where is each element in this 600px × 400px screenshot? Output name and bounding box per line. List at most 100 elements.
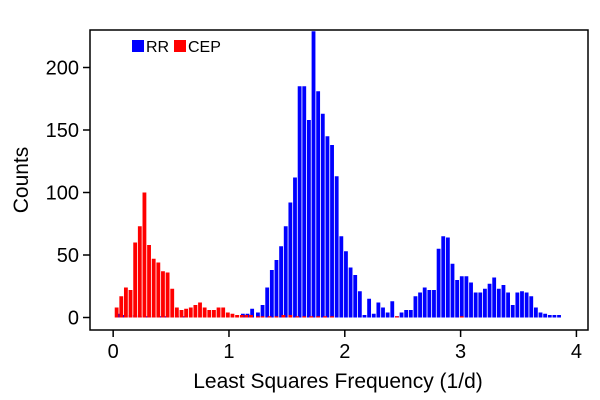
bar-cep-27	[239, 315, 244, 318]
bar-rr-69	[510, 305, 515, 318]
x-tick-label: 3	[455, 341, 466, 363]
bar-cep-43	[459, 316, 464, 318]
bar-rr-24	[302, 86, 307, 318]
bar-cep-39	[316, 316, 321, 318]
legend-label-cep: CEP	[188, 39, 221, 56]
bar-cep-33	[274, 316, 279, 318]
bar-rr-65	[492, 277, 497, 318]
bar-rr-47	[408, 310, 413, 318]
bar-cep-16	[188, 307, 193, 318]
bar-cep-41	[330, 316, 334, 318]
x-tick-label: 4	[571, 341, 582, 363]
bar-cep-17	[193, 305, 198, 318]
bar-cep-35	[288, 315, 293, 318]
bar-rr-34	[348, 267, 353, 318]
bar-cep-32	[267, 316, 272, 318]
bar-rr-58	[459, 276, 464, 318]
plot-frame	[89, 29, 589, 331]
x-axis-title: Least Squares Frequency (1/d)	[193, 370, 483, 393]
bar-rr-68	[506, 292, 510, 318]
bar-rr-78	[552, 315, 557, 318]
bar-rr-35	[353, 275, 358, 318]
bar-rr-16	[265, 287, 270, 318]
x-tick-label: 1	[223, 341, 234, 363]
bar-rr-70	[515, 292, 520, 318]
bar-cep-26	[235, 315, 239, 318]
bar-rr-76	[543, 313, 548, 318]
x-axis: 0 1 2 3 4	[108, 330, 582, 363]
bar-rr-20	[283, 226, 288, 318]
bar-rr-64	[487, 283, 492, 318]
bar-cep-24	[225, 312, 230, 318]
y-axis: 0 50 100 150 200	[46, 58, 90, 330]
bar-cep-36	[295, 316, 300, 318]
bar-rr-60	[469, 282, 473, 318]
y-tick-label: 50	[57, 245, 79, 267]
y-tick-label: 0	[68, 308, 79, 330]
bar-rr-36	[357, 291, 362, 318]
y-tick-label: 150	[46, 120, 79, 142]
bar-rr-62	[478, 292, 483, 318]
bar-cep-18	[198, 302, 202, 318]
bar-cep-40	[323, 316, 328, 318]
bar-rr-22	[293, 177, 297, 318]
bar-cep-30	[256, 316, 260, 318]
bar-cep-38	[309, 316, 314, 318]
bar-rr-13	[250, 308, 255, 318]
bar-rr-79	[557, 315, 561, 318]
bar-rr-71	[520, 291, 524, 318]
bar-cep-0	[114, 307, 119, 318]
bar-rr-73	[529, 296, 534, 318]
bar-rr-74	[533, 307, 538, 318]
legend-swatch-rr	[132, 40, 144, 52]
bar-rr-18	[274, 260, 279, 318]
bar-rr-52	[432, 290, 436, 318]
bar-rr-46	[404, 310, 409, 318]
bar-rr-56	[450, 263, 455, 318]
bar-rr-19	[279, 246, 283, 318]
bar-cep-12	[170, 288, 175, 318]
bar-cep-22	[216, 307, 221, 318]
bar-cep-21	[212, 310, 216, 318]
bar-cep-31	[260, 316, 265, 318]
bar-rr-15	[260, 305, 265, 318]
bars-layer	[114, 31, 561, 318]
bar-rr-21	[288, 202, 293, 318]
bar-rr-75	[538, 312, 543, 318]
bar-rr-28	[320, 113, 325, 318]
bar-cep-11	[165, 272, 170, 318]
bar-rr-37	[362, 315, 367, 318]
bar-rr-42	[385, 312, 390, 318]
bar-rr-14	[256, 312, 260, 318]
x-tick-label: 0	[108, 341, 119, 363]
x-tick-label: 2	[339, 341, 350, 363]
bar-rr-29	[325, 136, 330, 318]
legend-label-rr: RR	[146, 39, 169, 56]
y-tick-label: 100	[46, 183, 79, 205]
bar-cep-25	[230, 313, 235, 318]
bar-rr-59	[464, 276, 469, 318]
bar-cep-28	[244, 315, 249, 318]
bar-rr-38	[367, 298, 372, 318]
bar-rr-43	[390, 301, 395, 318]
bar-rr-48	[413, 296, 418, 318]
bar-cep-14	[179, 310, 184, 318]
bar-rr-27	[316, 91, 321, 318]
legend-swatch-cep	[174, 40, 186, 52]
bar-rr-72	[524, 292, 529, 318]
bar-rr-53	[436, 248, 441, 318]
bar-rr-57	[455, 280, 460, 318]
bar-cep-37	[302, 316, 307, 318]
bar-rr-39	[371, 313, 376, 318]
bar-cep-6	[142, 192, 147, 318]
bar-rr-77	[547, 315, 552, 318]
bar-rr-63	[483, 288, 487, 318]
bar-cep-3	[128, 290, 133, 318]
bar-rr-17	[269, 270, 274, 318]
bar-rr-50	[422, 287, 427, 318]
bar-cep-29	[249, 315, 253, 318]
bar-cep-23	[221, 307, 226, 318]
y-tick-label: 200	[46, 58, 79, 80]
bar-rr-33	[344, 251, 348, 318]
